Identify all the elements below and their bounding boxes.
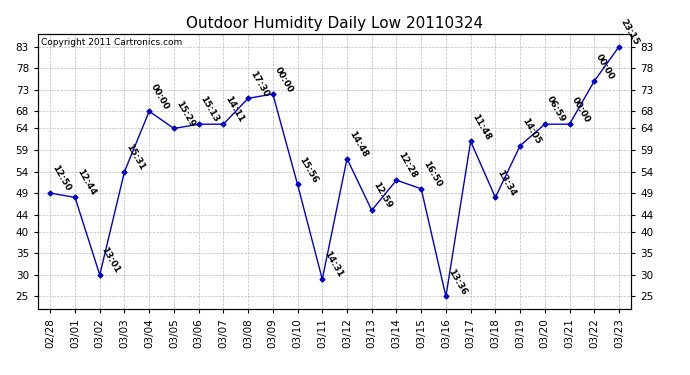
Text: 23:15: 23:15 — [619, 17, 641, 46]
Text: 15:56: 15:56 — [297, 155, 319, 184]
Text: 12:44: 12:44 — [75, 168, 97, 197]
Text: Copyright 2011 Cartronics.com: Copyright 2011 Cartronics.com — [41, 38, 182, 47]
Text: 14:11: 14:11 — [224, 95, 246, 124]
Text: 13:36: 13:36 — [446, 267, 468, 297]
Text: 15:31: 15:31 — [124, 142, 146, 172]
Text: 00:00: 00:00 — [569, 95, 591, 124]
Text: 14:31: 14:31 — [322, 250, 344, 279]
Text: 00:00: 00:00 — [594, 52, 616, 81]
Text: 00:00: 00:00 — [273, 65, 295, 94]
Text: 12:28: 12:28 — [397, 151, 419, 180]
Text: 12:59: 12:59 — [372, 181, 394, 210]
Text: 11:48: 11:48 — [471, 112, 493, 141]
Text: 13:34: 13:34 — [495, 168, 518, 197]
Text: 15:29: 15:29 — [174, 99, 196, 129]
Text: 14:48: 14:48 — [347, 129, 369, 159]
Text: 06:59: 06:59 — [545, 95, 567, 124]
Text: 17:30: 17:30 — [248, 69, 270, 98]
Text: 12:50: 12:50 — [50, 164, 72, 193]
Text: 00:00: 00:00 — [149, 82, 171, 111]
Text: 16:50: 16:50 — [421, 160, 443, 189]
Text: 13:01: 13:01 — [100, 246, 122, 275]
Text: 14:05: 14:05 — [520, 116, 542, 146]
Title: Outdoor Humidity Daily Low 20110324: Outdoor Humidity Daily Low 20110324 — [186, 16, 483, 31]
Text: 15:13: 15:13 — [199, 95, 221, 124]
